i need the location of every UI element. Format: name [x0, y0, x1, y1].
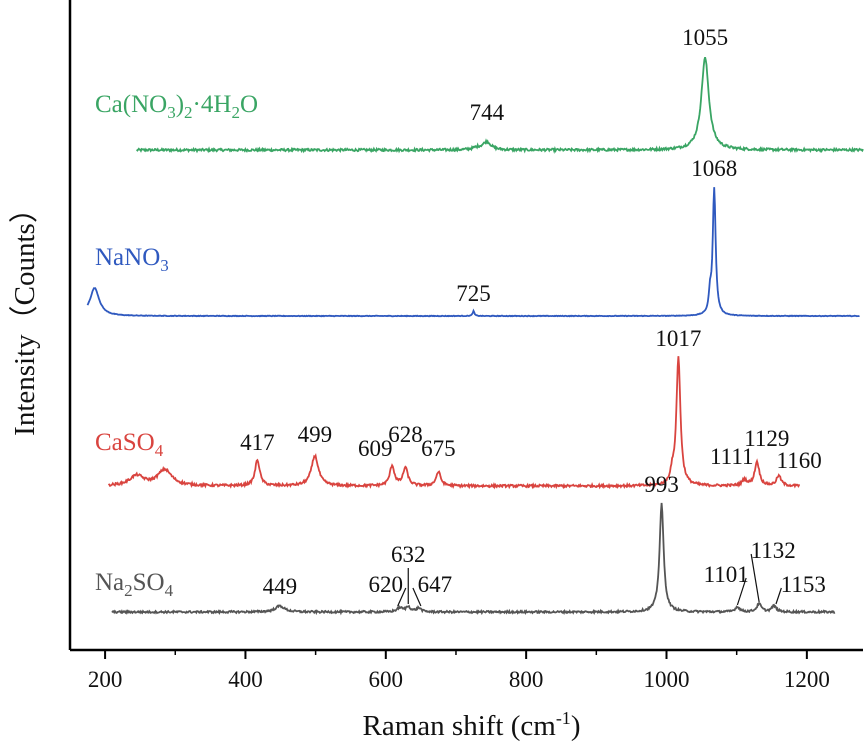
peak-label: 1132 [751, 538, 796, 563]
x-axis-ticks: 200 400 600 800 1000 1200 [88, 650, 830, 692]
peak-label: 632 [391, 542, 426, 567]
peak-label: 1160 [777, 448, 822, 473]
peak-leader-line [750, 553, 760, 603]
peak-leader-line [412, 587, 422, 607]
series-line-na-nitrate [86, 187, 860, 318]
x-tick-label: 1000 [644, 667, 690, 692]
peak-label: 417 [240, 430, 275, 455]
peak-leader-line [736, 577, 747, 606]
x-tick-label: 200 [88, 667, 123, 692]
peak-label: 1017 [655, 326, 701, 351]
peak-label: 628 [388, 422, 423, 447]
peak-leader-line [775, 587, 782, 605]
peak-label: 1129 [744, 426, 789, 451]
series-names: Ca(NO3)2·4H2O NaNO3 CaSO4 Na2SO4 [95, 91, 258, 600]
series-name-ca-nitrate: Ca(NO3)2·4H2O [95, 91, 258, 122]
x-tick-label: 800 [509, 667, 544, 692]
series-name-na-nitrate: NaNO3 [95, 244, 169, 275]
peak-label: 1153 [781, 572, 826, 597]
peak-label: 993 [644, 472, 679, 497]
peak-label: 1068 [691, 156, 737, 181]
x-tick-label: 1200 [784, 667, 830, 692]
series-line-ca-nitrate [135, 56, 864, 154]
peak-label: 609 [358, 436, 393, 461]
plot-frame [68, 0, 863, 652]
series-name-na-sulfate: Na2SO4 [95, 569, 174, 600]
peak-label: 725 [456, 281, 491, 306]
peak-label: 647 [418, 572, 453, 597]
x-tick-label: 400 [228, 667, 263, 692]
peak-label: 1055 [682, 25, 728, 50]
series-line-na-sulfate [111, 502, 836, 616]
series-line-ca-sulfate [107, 356, 800, 490]
peak-label: 620 [369, 572, 404, 597]
peak-label: 1101 [704, 562, 749, 587]
peak-label: 499 [298, 422, 333, 447]
series-layer [86, 56, 864, 616]
peak-leader-line [397, 587, 407, 607]
x-tick-label: 600 [369, 667, 404, 692]
peak-label: 1111 [710, 444, 753, 469]
x-axis-title: Raman shift (cm-1) [363, 708, 581, 742]
peak-label: 675 [421, 436, 456, 461]
peak-label: 744 [470, 100, 505, 125]
y-axis-title: Intensity（Counts） [9, 194, 41, 436]
peak-label: 449 [263, 574, 298, 599]
series-name-ca-sulfate: CaSO4 [95, 429, 164, 460]
